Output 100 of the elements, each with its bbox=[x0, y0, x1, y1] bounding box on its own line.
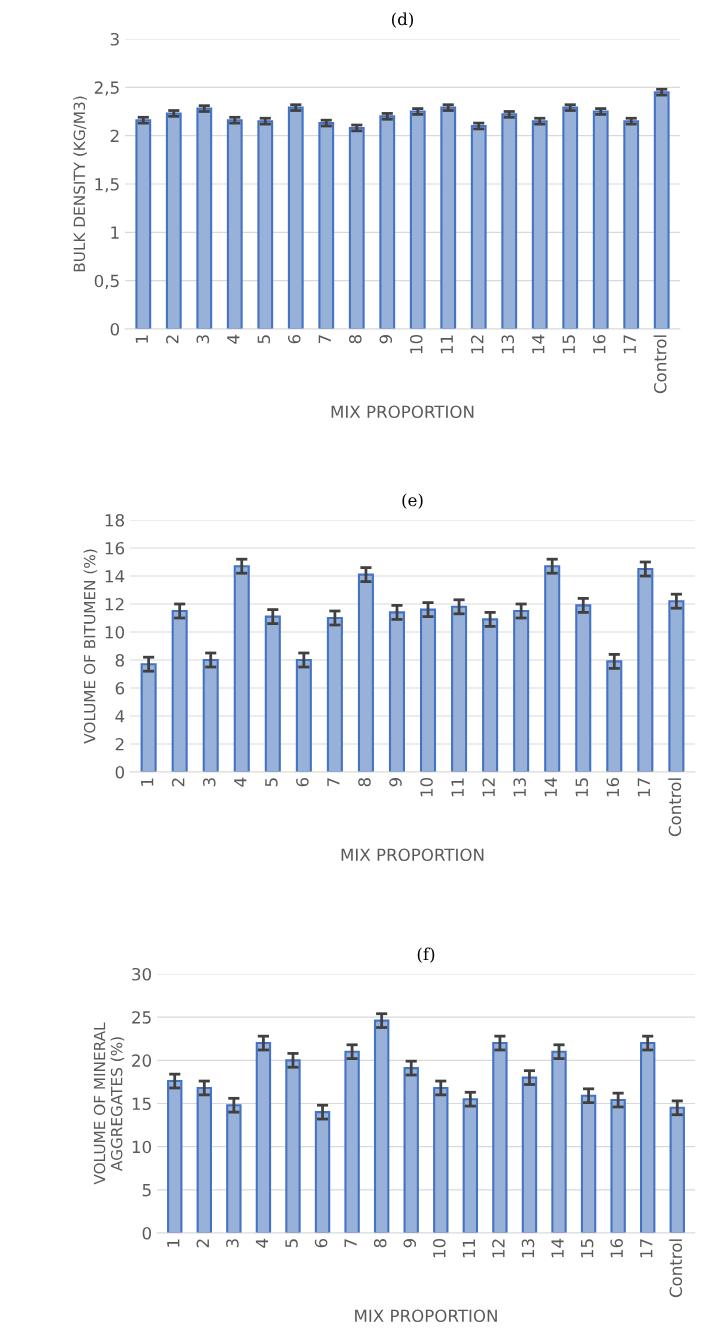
y-tick-label: 8 bbox=[115, 653, 124, 667]
y-tick-label: 0 bbox=[110, 322, 120, 336]
x-tick-label: 2 bbox=[166, 335, 179, 344]
bar bbox=[326, 616, 343, 772]
x-tick-label: 9 bbox=[403, 1239, 417, 1248]
bar bbox=[640, 1042, 656, 1233]
bar bbox=[318, 122, 335, 329]
bar bbox=[592, 110, 609, 329]
x-tick-label: 7 bbox=[344, 1239, 357, 1248]
bar bbox=[669, 1106, 685, 1233]
bar bbox=[668, 600, 685, 772]
y-tick-label: 25 bbox=[132, 1011, 151, 1024]
y-tick-label: 1,5 bbox=[95, 178, 119, 193]
y-tick-label: 18 bbox=[105, 513, 124, 527]
y-tick-label: 3 bbox=[110, 32, 119, 46]
bar bbox=[623, 120, 640, 329]
y-tick-label: 2 bbox=[115, 737, 124, 751]
bar bbox=[575, 604, 592, 772]
x-tick-label: 13 bbox=[521, 1239, 535, 1258]
x-tick-label: 17 bbox=[637, 778, 650, 797]
bar bbox=[562, 106, 579, 329]
y-tick-label: 2 bbox=[110, 129, 119, 142]
x-tick-label: 7 bbox=[327, 778, 340, 787]
y-axis-title: BULK DENSITY (KG/M3) bbox=[73, 96, 87, 272]
bar bbox=[521, 1076, 538, 1233]
x-tick-label: Control bbox=[669, 1239, 683, 1298]
x-tick-label: 17 bbox=[640, 1239, 653, 1258]
x-tick-label: 12 bbox=[470, 335, 484, 354]
bar bbox=[167, 1080, 183, 1233]
x-tick-label: 4 bbox=[255, 1238, 269, 1248]
x-tick-label: 10 bbox=[409, 334, 423, 354]
bar bbox=[196, 1086, 212, 1233]
chart-title: (e) bbox=[402, 493, 423, 509]
x-tick-label: 11 bbox=[451, 778, 464, 797]
bar bbox=[388, 611, 405, 772]
bar bbox=[257, 120, 274, 329]
x-tick-label: 3 bbox=[226, 1239, 239, 1248]
x-tick-label: 13 bbox=[513, 778, 526, 797]
x-tick-label: 5 bbox=[285, 1239, 298, 1248]
x-tick-label: 4 bbox=[227, 334, 240, 344]
y-tick-label: 5 bbox=[142, 1184, 151, 1197]
x-tick-label: 6 bbox=[296, 777, 309, 787]
bar bbox=[580, 1094, 597, 1233]
x-axis-title: MIX PROPORTION bbox=[355, 1309, 497, 1323]
x-tick-label: 8 bbox=[358, 778, 371, 787]
x-tick-label: 12 bbox=[482, 778, 495, 797]
bar bbox=[492, 1042, 508, 1233]
y-tick-label: 6 bbox=[115, 681, 125, 695]
bar bbox=[373, 1019, 390, 1233]
chart-title: (f) bbox=[417, 947, 435, 963]
x-tick-label: 6 bbox=[288, 334, 301, 344]
x-tick-label: 16 bbox=[592, 334, 606, 354]
bar bbox=[482, 618, 499, 772]
x-tick-label: 9 bbox=[379, 335, 393, 344]
y-tick-label: 0,5 bbox=[94, 274, 119, 289]
bar bbox=[314, 1111, 331, 1233]
bar bbox=[420, 608, 437, 772]
x-tick-label: 10 bbox=[433, 1238, 446, 1258]
bar bbox=[295, 658, 312, 772]
bar bbox=[140, 663, 157, 772]
x-tick-label: 6 bbox=[314, 1238, 328, 1248]
bar bbox=[551, 1050, 567, 1233]
bar bbox=[544, 565, 561, 772]
x-tick-label: 8 bbox=[373, 1239, 387, 1248]
bar bbox=[344, 1050, 360, 1233]
x-axis-title: MIX PROPORTION bbox=[331, 405, 474, 419]
y-tick-label: 0 bbox=[115, 765, 125, 779]
x-tick-label: 10 bbox=[420, 777, 433, 797]
x-tick-label: 4 bbox=[234, 777, 247, 787]
bar bbox=[202, 658, 219, 772]
x-tick-label: 3 bbox=[196, 335, 210, 344]
y-tick-label: 15 bbox=[132, 1097, 151, 1111]
x-tick-label: 13 bbox=[501, 335, 515, 354]
bar bbox=[357, 573, 374, 772]
bar bbox=[233, 565, 250, 772]
y-tick-label: 2,5 bbox=[94, 81, 119, 96]
x-tick-label: 2 bbox=[196, 1239, 209, 1248]
x-tick-label: 16 bbox=[606, 777, 620, 797]
x-tick-label: 17 bbox=[623, 335, 636, 354]
y-tick-label: 4 bbox=[115, 710, 125, 723]
bar bbox=[501, 113, 518, 329]
x-tick-label: 12 bbox=[492, 1239, 505, 1258]
x-tick-label: 1 bbox=[167, 1239, 180, 1247]
x-tick-label: 2 bbox=[171, 778, 185, 787]
bar bbox=[470, 124, 487, 329]
chart-title: (d) bbox=[391, 12, 414, 28]
y-tick-label: 16 bbox=[105, 541, 125, 555]
x-tick-label: 14 bbox=[532, 334, 545, 354]
bar bbox=[606, 660, 623, 772]
bar bbox=[610, 1099, 626, 1233]
y-axis-title: VOLUME OF MINERAL AGGREGATES (%) bbox=[93, 1022, 125, 1185]
bar bbox=[196, 107, 213, 329]
x-tick-label: 11 bbox=[462, 1239, 475, 1258]
bar bbox=[255, 1042, 272, 1233]
bar bbox=[165, 112, 182, 329]
bar bbox=[226, 1104, 242, 1233]
x-tick-label: 16 bbox=[610, 1238, 623, 1258]
bar bbox=[433, 1086, 449, 1233]
x-tick-label: 7 bbox=[318, 335, 331, 344]
bar bbox=[135, 119, 152, 329]
